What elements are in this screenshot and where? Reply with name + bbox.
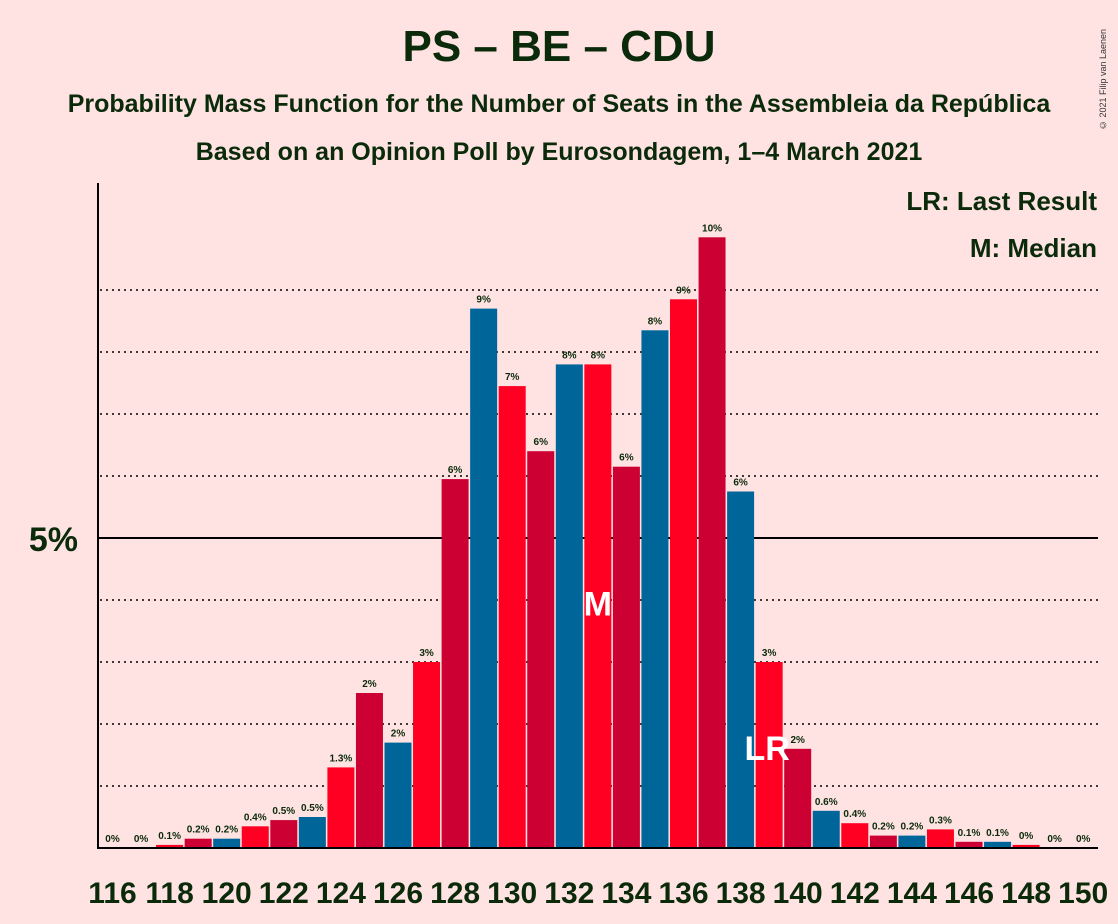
bar-labels: 0% 0% 0.1% 0.2% 0.2% 0.4% 0.5% 0.5% 1.3% 2% 2% 3% 6%… (105, 223, 1090, 845)
bar (213, 838, 241, 848)
chart-title: PS – BE – CDU (402, 22, 716, 71)
bar-data-label: 8% (562, 350, 577, 361)
last-result-marker: LR (744, 730, 789, 768)
x-tick-label: 126 (373, 877, 423, 910)
bar-data-label: 2% (391, 729, 406, 740)
legend-last-result: LR: Last Result (906, 186, 1097, 216)
bar-data-label: 3% (762, 648, 777, 659)
bar-data-label: 9% (676, 285, 691, 296)
bar-data-label: 0% (1047, 834, 1062, 845)
bar-data-label: 0.5% (272, 806, 295, 817)
bar-data-label: 0.5% (301, 803, 324, 814)
bar (555, 364, 583, 848)
bar-data-label: 0.4% (843, 809, 866, 820)
x-tick-label: 140 (773, 877, 823, 910)
x-tick-label: 116 (88, 877, 136, 910)
bar-data-label: 6% (619, 453, 634, 464)
bar-data-label: 0.3% (929, 815, 952, 826)
bar (926, 829, 954, 848)
bar-data-label: 0.2% (215, 825, 238, 836)
bar (441, 479, 469, 848)
bar-data-label: 6% (534, 437, 549, 448)
bar (1012, 844, 1040, 848)
bar-data-label: 6% (448, 465, 463, 476)
bar-data-label: 2% (790, 735, 805, 746)
bar (498, 386, 526, 848)
median-marker: M (584, 586, 612, 624)
bar-data-label: 0% (105, 834, 120, 845)
bar (641, 330, 669, 848)
x-tick-label: 146 (944, 877, 994, 910)
x-tick-label: 144 (887, 877, 937, 910)
x-tick-label: 124 (316, 877, 366, 910)
bar (755, 662, 783, 848)
bar (327, 767, 355, 848)
bar-data-label: 8% (591, 350, 606, 361)
bar (270, 820, 298, 848)
bar (727, 491, 755, 848)
bar (156, 844, 184, 848)
x-tick-label: 128 (430, 877, 480, 910)
bar (784, 748, 812, 848)
legend-median: M: Median (970, 233, 1097, 263)
bar (355, 693, 383, 848)
bar (470, 308, 498, 849)
bar (241, 826, 269, 848)
bar (955, 841, 983, 848)
bar (698, 237, 726, 849)
bar-data-label: 6% (733, 478, 748, 489)
bar-data-label: 0.1% (958, 828, 981, 839)
bar-data-label: 0.2% (901, 822, 924, 833)
bar (527, 451, 555, 848)
bar-data-label: 0.1% (986, 828, 1009, 839)
bar (869, 835, 897, 848)
bar-data-label: 0% (1076, 834, 1091, 845)
bar (670, 299, 697, 848)
x-tick-label: 136 (658, 877, 708, 910)
x-tick-label: 142 (830, 877, 880, 910)
bar (984, 841, 1012, 848)
x-tick-label: 120 (202, 877, 252, 910)
bar-data-label: 0% (134, 834, 149, 845)
bar-data-label: 3% (419, 648, 434, 659)
bar-data-label: 0.1% (158, 831, 181, 842)
x-tick-label: 150 (1058, 877, 1108, 910)
chart-subtitle: Probability Mass Function for the Number… (67, 90, 1051, 118)
chart-subtitle-source: Based on an Opinion Poll by Eurosondagem… (195, 138, 923, 166)
bar (612, 466, 640, 848)
bars (156, 237, 1040, 849)
x-tick-label: 118 (145, 877, 193, 910)
bar (413, 662, 441, 848)
x-tick-label: 134 (601, 877, 651, 910)
bar-data-label: 0.4% (244, 812, 267, 823)
bar (184, 838, 212, 848)
bar-data-label: 10% (702, 223, 722, 234)
bar-data-label: 2% (362, 679, 377, 690)
x-tick-label: 148 (1001, 877, 1051, 910)
bar (298, 817, 326, 848)
bar (898, 835, 926, 848)
bar-data-label: 0.2% (872, 822, 895, 833)
bar (584, 364, 612, 848)
bar-data-label: 1.3% (330, 753, 353, 764)
bar-data-label: 0% (1019, 831, 1034, 842)
x-tick-labels: 116 118 120 122 124 126 128 130 132 134 136 138 140 1… (88, 877, 1108, 910)
bar (812, 810, 840, 848)
x-tick-label: 130 (487, 877, 537, 910)
x-tick-label: 122 (259, 877, 309, 910)
bar-data-label: 8% (648, 316, 663, 327)
bar (384, 742, 412, 848)
bar-data-label: 7% (505, 372, 520, 383)
y-tick-label: 5% (29, 521, 78, 559)
bar (841, 823, 869, 848)
bar-data-label: 9% (476, 295, 491, 306)
bar-data-label: 0.6% (815, 797, 838, 808)
bar-data-label: 0.2% (187, 825, 210, 836)
x-tick-label: 138 (716, 877, 766, 910)
x-tick-label: 132 (544, 877, 594, 910)
